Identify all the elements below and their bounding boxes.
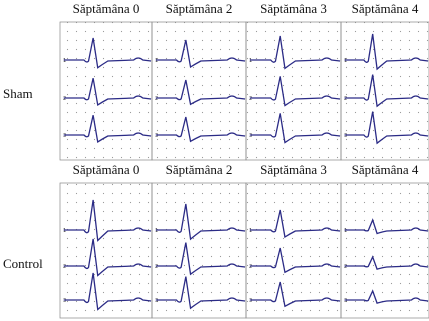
trace-label: 1 — [155, 228, 158, 234]
panel — [60, 22, 152, 160]
trace-label: 2 — [344, 96, 347, 102]
trace-label: 1 — [155, 58, 158, 64]
trace-label: 2 — [155, 264, 158, 270]
column-header: Săptămâna 4 — [352, 1, 419, 16]
trace-label: 2 — [249, 264, 252, 270]
trace-label: 2 — [344, 264, 347, 270]
trace-label: 2 — [155, 96, 158, 102]
trace-label: 3 — [344, 298, 347, 304]
panel — [341, 22, 429, 160]
column-header: Săptămâna 0 — [73, 162, 140, 177]
trace-label: 1 — [249, 228, 252, 234]
trace-label: 2 — [249, 96, 252, 102]
column-header: Săptămâna 2 — [166, 1, 233, 16]
trace-label: 3 — [63, 298, 66, 304]
trace-label: 3 — [344, 133, 347, 139]
trace-label: 1 — [344, 58, 347, 64]
trace-label: 3 — [249, 298, 252, 304]
row-label: Sham — [3, 86, 33, 101]
panel — [246, 22, 341, 160]
trace-label: 3 — [155, 133, 158, 139]
column-header: Săptămâna 2 — [166, 162, 233, 177]
trace-label: 2 — [63, 96, 66, 102]
panel — [152, 22, 246, 160]
trace-label: 2 — [63, 264, 66, 270]
column-header: Săptămâna 3 — [260, 162, 327, 177]
figure: Sham Săptămâna 0 1 2 3 Săptămâna 2 1 2 3 Săptămân… — [0, 0, 429, 321]
column-header: Săptămâna 3 — [260, 1, 327, 16]
trace-label: 1 — [344, 228, 347, 234]
column-header: Săptămâna 0 — [73, 1, 140, 16]
trace-label: 3 — [249, 133, 252, 139]
trace-label: 1 — [63, 58, 66, 64]
trace-label: 3 — [155, 298, 158, 304]
column-header: Săptămâna 4 — [352, 162, 419, 177]
trace-label: 3 — [63, 133, 66, 139]
row-label: Control — [3, 256, 43, 271]
trace-label: 1 — [249, 58, 252, 64]
trace-label: 1 — [63, 228, 66, 234]
